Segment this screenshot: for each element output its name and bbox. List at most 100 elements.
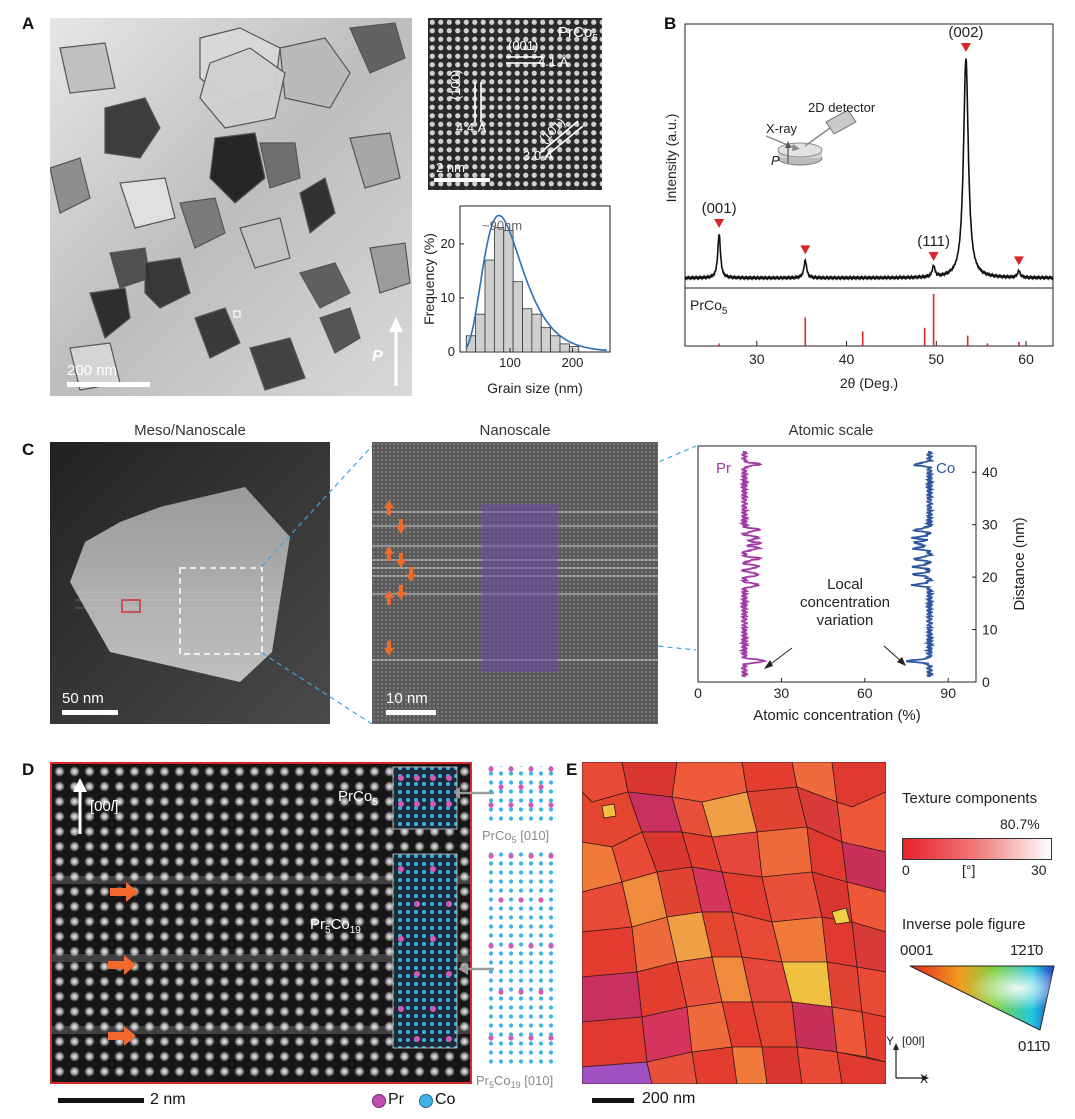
dashed-roi-box <box>179 567 263 655</box>
title-atomic-scale: Atomic scale <box>788 422 874 439</box>
ebsd-scalebar-label: 200 nm <box>642 1090 696 1107</box>
nano-scalebar-label: 10 nm <box>386 690 428 707</box>
panel-label-b: B <box>664 14 677 33</box>
co-legend-label: Co <box>435 1091 456 1108</box>
hist-annotation: ~90nm <box>482 218 522 233</box>
hist-bar <box>493 227 505 353</box>
prco5-phase-label: PrCo5 <box>338 788 378 808</box>
xrd-peak-marker <box>1013 256 1024 266</box>
atomic-scalebar-label: 2 nm <box>150 1091 186 1108</box>
atomic-lattice <box>52 764 470 1082</box>
pr5co19-model <box>486 852 554 1064</box>
xrd-trace <box>684 58 1054 282</box>
polarization-arrow-icon <box>389 317 403 386</box>
title-nanoscale: Nanoscale <box>479 422 551 439</box>
ebsd-orientation-map <box>582 762 886 1084</box>
tem-scalebar-label: 200 nm <box>67 362 118 379</box>
grain-size-histogram: 100 200 0 10 20 ~90nm Grain size (nm) Freque… <box>421 205 611 396</box>
conc-x-tick-label: 30 <box>774 685 790 701</box>
hrtem-image: PrCo5 (001) 4.1 Å (100) 4.4 Å (101) 3.0 … <box>428 18 602 190</box>
hist-bar <box>550 335 561 353</box>
xrd-peak-label: (001) <box>702 200 737 217</box>
hist-x-tick-label: 100 <box>499 355 521 370</box>
ipf-title: Inverse pole figure <box>902 916 1026 933</box>
pr5co19-unit-cell-overlay <box>392 853 458 1049</box>
orange-arrows-atomic <box>108 882 138 1046</box>
hist-fit-curve <box>465 214 607 352</box>
panel-label-c: C <box>22 440 35 459</box>
conc-y-tick-label: 30 <box>982 517 998 533</box>
hrtem-phase-label: PrCo5 <box>558 24 598 44</box>
conc-y-tick-label: 20 <box>982 569 998 585</box>
hist-bar <box>559 343 570 353</box>
xrd-peak-marker <box>800 245 811 255</box>
conc-x-tick-label: 60 <box>857 685 873 701</box>
sample-axes-icon <box>893 1043 929 1081</box>
haadf-nano-image: 10 nm <box>372 442 658 724</box>
c-axis-arrow-icon <box>73 778 87 792</box>
tem-scalebar <box>67 382 150 387</box>
hist-y-axis-label: Frequency (%) <box>421 233 437 325</box>
ipf-triangle <box>909 965 1055 1031</box>
ebsd-scalebar <box>592 1098 634 1103</box>
schematic-p-label: P <box>771 153 780 168</box>
atomic-concentration-chart: 0 30 60 90 0 10 20 30 40 Pr Co Local concentrati… <box>694 445 1028 724</box>
tem-brightfield-image: 200 nm P <box>50 18 412 396</box>
meso-grain <box>50 442 330 724</box>
axis-y-label: Y <box>886 1034 895 1048</box>
colorbar-min-label: 0 <box>902 862 910 878</box>
annotation-arrow-left <box>767 647 793 667</box>
hist-x-tick-label: 200 <box>562 355 584 370</box>
haadf-meso-image: 50 nm <box>50 442 330 724</box>
hist-bar <box>540 327 552 353</box>
plane-100-label: (100) <box>448 69 463 100</box>
hist-bar <box>531 313 542 353</box>
hist-y-tick-label: 20 <box>441 236 455 251</box>
ipf-1210-label: 1̄21̄0 <box>1010 942 1044 959</box>
hrtem-scalebar-label: 2 nm <box>436 160 465 175</box>
colorbar-unit-label: [°] <box>962 862 976 878</box>
conc-y-tick-label: 0 <box>982 674 990 690</box>
pr5co19-model-label: Pr5Co19 [010] <box>476 1073 553 1090</box>
xrd-reference-label: PrCo5 <box>690 297 728 317</box>
xrd-peak-marker <box>928 252 939 261</box>
xrd-pattern-chart: 30 40 50 60 (001) (111) (002) PrCo5 2θ (Deg.)… <box>663 23 1054 391</box>
plane-001-label: (001) <box>508 38 539 53</box>
pr-legend-label: Pr <box>388 1091 404 1108</box>
xrd-peak-label: (111) <box>917 233 950 250</box>
conc-x-tick-label: 0 <box>694 685 702 701</box>
prco5-model-label: PrCo5 [010] <box>482 828 549 845</box>
schematic-detector-label: 2D detector <box>808 100 876 115</box>
xrd-x-tick-label: 40 <box>839 351 855 367</box>
ebsd-grains <box>582 762 886 1084</box>
hist-bar <box>512 281 523 353</box>
xrd-peak-label: (002) <box>948 24 983 41</box>
xrd-x-tick-label: 50 <box>929 351 945 367</box>
tem-grains <box>50 18 412 396</box>
model-arrow-2-icon <box>458 963 468 975</box>
texture-percent: 80.7% <box>1000 816 1040 832</box>
panel-label-a: A <box>22 14 35 33</box>
nano-scalebar <box>386 710 436 715</box>
hist-bar <box>503 229 514 353</box>
hrtem-lattice <box>428 18 602 190</box>
meso-scalebar <box>62 710 118 715</box>
conc-frame <box>697 445 977 683</box>
hist-bar <box>475 313 486 353</box>
xrd-peak-marker <box>960 43 971 52</box>
hist-bar <box>484 259 495 353</box>
conc-x-axis-label: Atomic concentration (%) <box>753 707 921 724</box>
texture-colorbar <box>902 838 1052 860</box>
spacing-100-label: 4.4 Å <box>456 120 487 135</box>
axis-y-direction: [00l] <box>902 1034 925 1048</box>
polarization-label: P <box>372 348 383 365</box>
xrd-frame <box>684 23 1054 347</box>
hist-y-tick-label: 0 <box>448 344 455 359</box>
colorbar-max-label: 30 <box>1031 862 1047 878</box>
c-axis-label: [00l] <box>90 798 119 815</box>
conc-y-axis-label: Distance (nm) <box>1011 517 1028 610</box>
texture-title: Texture components <box>902 790 1038 807</box>
pr-legend-marker <box>372 1094 386 1108</box>
hist-bar <box>522 308 533 353</box>
panel-label-e: E <box>566 760 578 779</box>
